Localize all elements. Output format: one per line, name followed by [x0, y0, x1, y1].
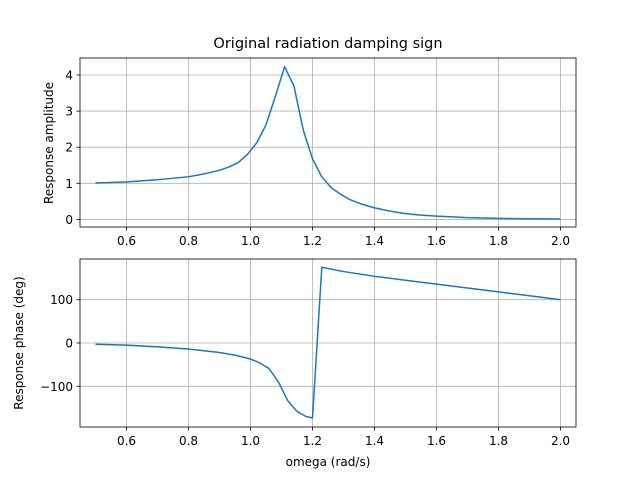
phase-x-tick-label: 1.0	[241, 434, 260, 448]
phase-series-line	[95, 266, 561, 419]
phase-x-axis-label: omega (rad/s)	[286, 455, 371, 469]
amplitude-x-tick-label: 2.0	[551, 234, 570, 248]
amplitude-x-tick-label: 1.6	[427, 234, 446, 248]
amplitude-x-tick-label: 1.2	[303, 234, 322, 248]
amplitude-plot-frame	[79, 57, 577, 228]
phase-x-tick-label: 0.8	[179, 434, 198, 448]
phase-x-tick-label: 1.6	[427, 434, 446, 448]
amplitude-x-tick-label: 1.4	[365, 234, 384, 248]
phase-y-axis-label: Response phase (deg)	[12, 276, 26, 409]
phase-y-tick-label: 0	[65, 337, 73, 351]
phase-x-tick-label: 1.4	[365, 434, 384, 448]
amplitude-y-tick-label: 2	[65, 141, 73, 155]
amplitude-chart-title: Original radiation damping sign	[213, 36, 442, 52]
phase-x-tick-label: 1.8	[489, 434, 508, 448]
phase-x-tick-label: 1.2	[303, 434, 322, 448]
phase-y-tick-label: 100	[50, 293, 73, 307]
amplitude-series-line	[95, 65, 561, 220]
amplitude-y-tick-label: 1	[65, 177, 73, 191]
amplitude-x-tick-label: 0.6	[117, 234, 136, 248]
amplitude-x-tick-label: 1.0	[241, 234, 260, 248]
amplitude-y-tick-label: 3	[65, 105, 73, 119]
amplitude-y-tick-label: 4	[65, 68, 73, 82]
amplitude-x-tick-label: 1.8	[489, 234, 508, 248]
amplitude-y-tick-label: 0	[65, 213, 73, 227]
phase-y-tick-label: −100	[40, 380, 73, 394]
amplitude-axes: Original radiation damping sign Response…	[42, 36, 577, 248]
amplitude-y-axis-label: Response amplitude	[42, 82, 56, 204]
phase-axes: Response phase (deg) omega (rad/s) 0.6 0.…	[12, 258, 577, 469]
phase-x-tick-label: 2.0	[551, 434, 570, 448]
amplitude-x-tick-label: 0.8	[179, 234, 198, 248]
phase-x-tick-label: 0.6	[117, 434, 136, 448]
